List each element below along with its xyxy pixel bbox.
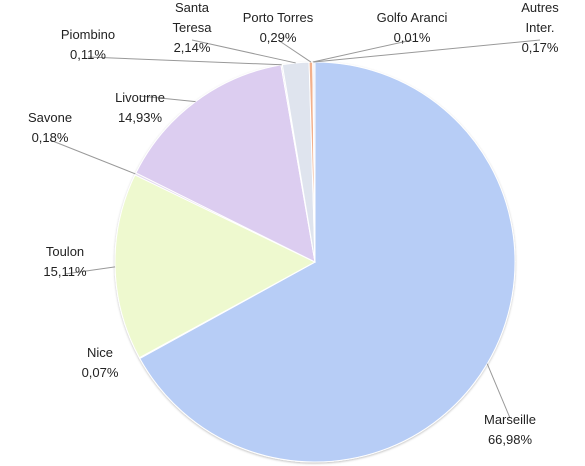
slice-value: 0,11% — [70, 47, 106, 62]
slice-label: Santa Teresa 2,14% — [162, 0, 222, 58]
slice-name: Savone — [27, 110, 73, 125]
slice-label: Porto Torres 0,29% — [233, 8, 323, 48]
slice-name: Nice — [86, 345, 113, 360]
slice-value: 0,07% — [81, 365, 119, 380]
slice-name: Porto Torres — [242, 10, 314, 25]
leader-line — [87, 56, 282, 66]
slice-label: Livourne 14,93% — [100, 88, 180, 128]
leader-line — [312, 39, 413, 63]
leader-line — [139, 95, 196, 103]
slice-value: 14,93% — [117, 110, 163, 125]
slice-name: Santa Teresa — [172, 0, 212, 35]
leader-line — [191, 39, 296, 64]
slice-value: 0,01% — [393, 30, 431, 45]
pie — [114, 61, 516, 463]
slice-label: Autres Inter. 0,17% — [510, 0, 570, 58]
slice-name: Piombino — [60, 27, 116, 42]
leader-line — [277, 39, 312, 63]
pie-slice — [114, 174, 317, 359]
slice-name: Toulon — [45, 244, 85, 259]
slice-label: Piombino 0,11% — [53, 25, 123, 65]
leader-line — [64, 266, 116, 275]
slice-label: Toulon 15,11% — [35, 242, 95, 282]
slice-value: 0,29% — [259, 30, 297, 45]
slice-value: 0,17% — [521, 40, 559, 55]
leader-lines — [49, 39, 541, 419]
slice-name: Livourne — [115, 90, 165, 105]
slice-label: Nice 0,07% — [70, 343, 130, 383]
slice-label: Savone 0,18% — [20, 108, 80, 148]
slice-label: Golfo Aranci 0,01% — [367, 8, 457, 48]
leader-line — [313, 39, 541, 63]
slice-name: Golfo Aranci — [376, 10, 448, 25]
leader-line — [486, 363, 511, 419]
slice-value: 0,18% — [31, 130, 69, 145]
slice-value: 66,98% — [487, 432, 533, 447]
leader-line — [49, 139, 136, 175]
slice-name: Autres Inter. — [521, 0, 559, 35]
slice-value: 15,11% — [43, 264, 87, 279]
slice-value: 2,14% — [173, 40, 211, 55]
slice-label: Marseille 66,98% — [470, 410, 550, 450]
slice-name: Marseille — [483, 412, 536, 427]
